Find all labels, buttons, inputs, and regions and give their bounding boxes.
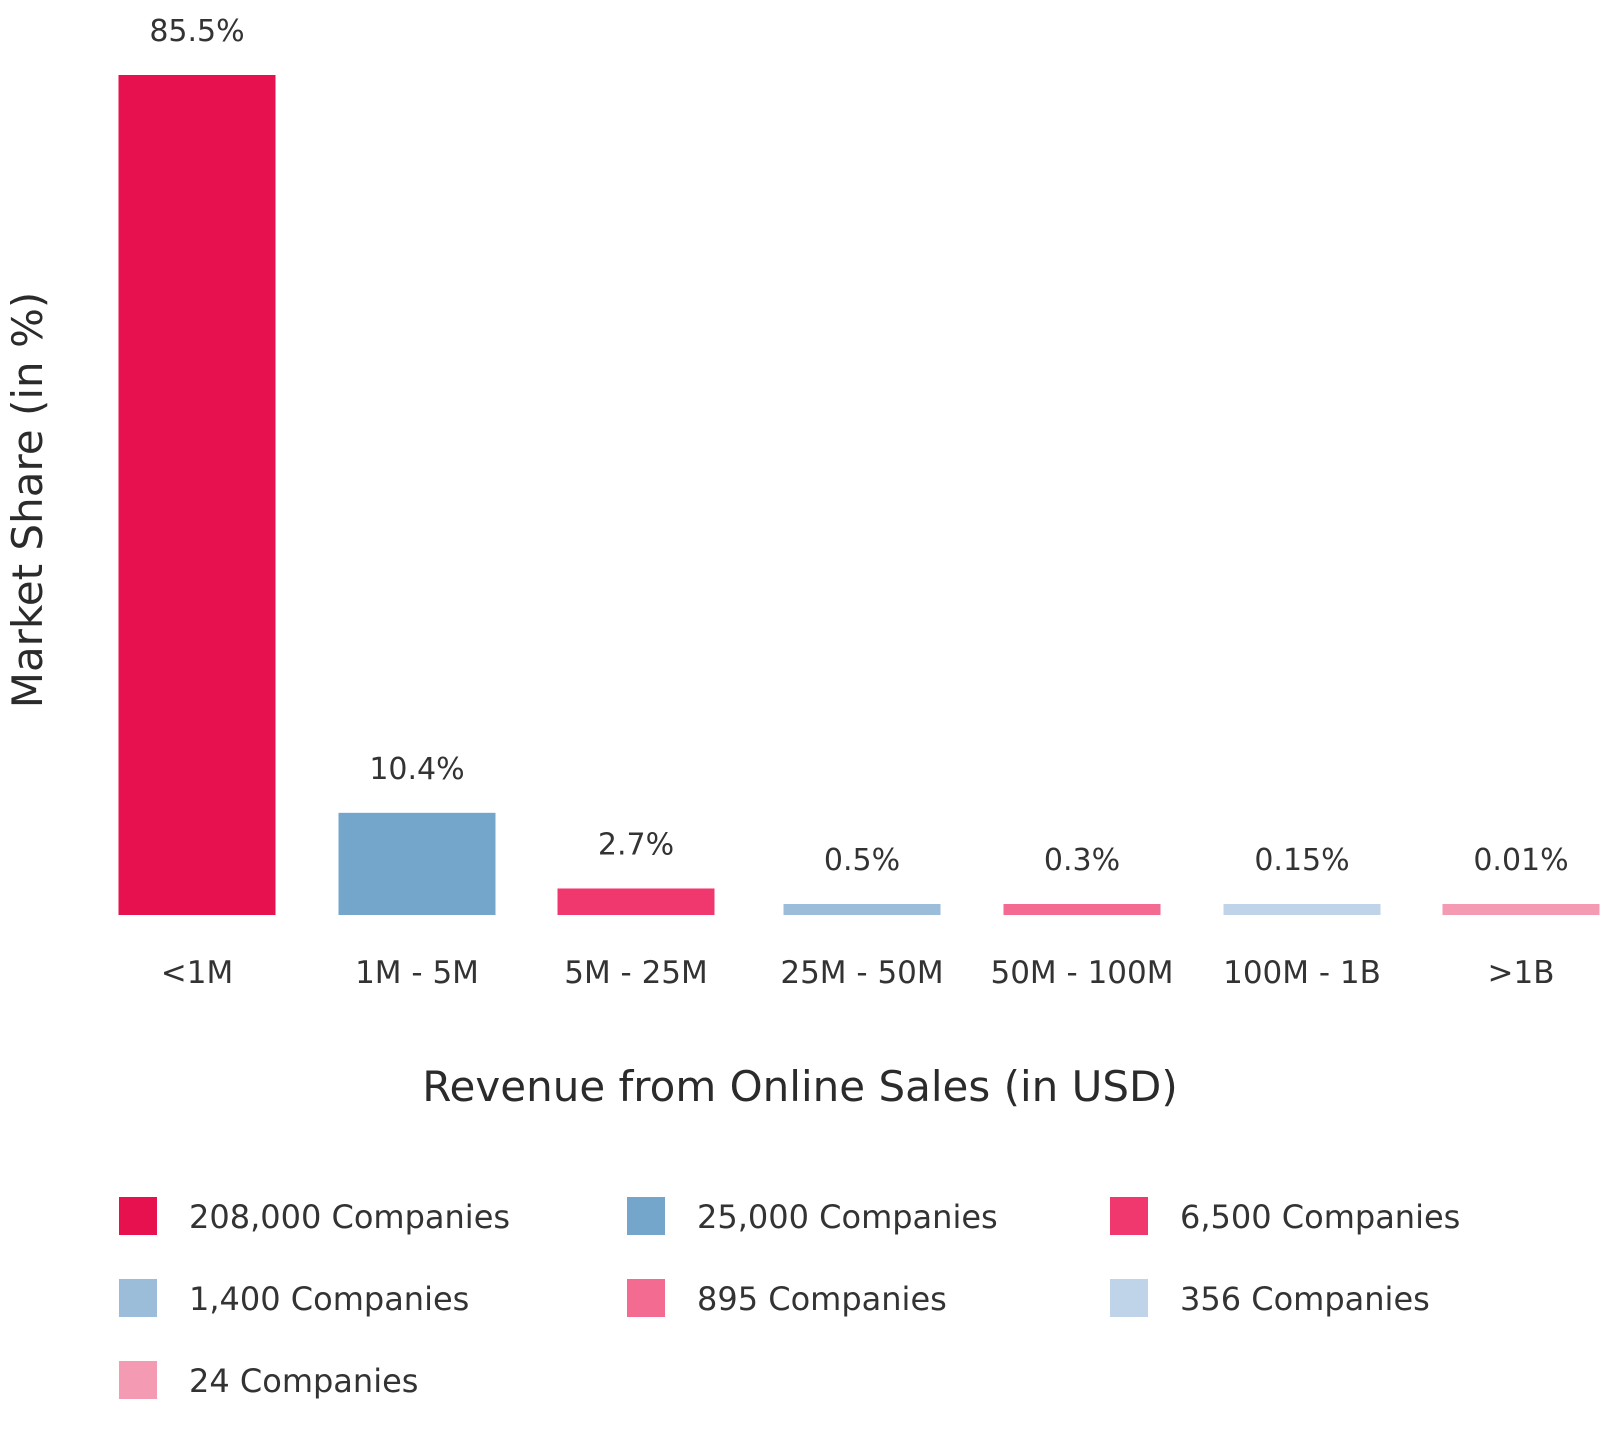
legend-label-1: 208,000 Companies (189, 1198, 510, 1236)
bar-7 (1442, 904, 1600, 915)
legend-item-4: 1,400 Companies (119, 1279, 469, 1318)
legend-swatch-2 (627, 1197, 665, 1235)
bar-5 (1003, 904, 1161, 915)
x-tick-label-4: 25M - 50M (780, 955, 943, 991)
legend-label-4: 1,400 Companies (189, 1280, 469, 1318)
legend-swatch-3 (1110, 1197, 1148, 1235)
value-label-4: 0.5% (824, 843, 900, 878)
bar-3 (557, 888, 715, 915)
bar-4 (783, 904, 941, 915)
legend-item-1: 208,000 Companies (119, 1197, 510, 1236)
legend: 208,000 Companies 25,000 Companies 6,500 C… (119, 1197, 1460, 1400)
value-label-5: 0.3% (1044, 843, 1120, 878)
legend-item-3: 6,500 Companies (1110, 1197, 1460, 1236)
legend-item-7: 24 Companies (119, 1361, 418, 1400)
x-axis-title: Revenue from Online Sales (in USD) (422, 1062, 1177, 1111)
value-label-6: 0.15% (1254, 843, 1349, 878)
legend-label-6: 356 Companies (1180, 1280, 1430, 1318)
bar-6 (1223, 904, 1381, 915)
legend-item-2: 25,000 Companies (627, 1197, 998, 1236)
legend-swatch-7 (119, 1361, 157, 1399)
value-labels-group: 85.5% 10.4% 2.7% 0.5% 0.3% 0.15% 0.01% (149, 14, 1568, 878)
legend-label-7: 24 Companies (189, 1362, 418, 1400)
bar-2 (338, 812, 496, 915)
legend-item-6: 356 Companies (1110, 1279, 1430, 1318)
x-tick-label-3: 5M - 25M (564, 955, 708, 991)
bars-group (118, 75, 1600, 915)
legend-label-3: 6,500 Companies (1180, 1198, 1460, 1236)
legend-swatch-5 (627, 1279, 665, 1317)
legend-label-2: 25,000 Companies (697, 1198, 998, 1236)
x-tick-label-5: 50M - 100M (990, 955, 1173, 991)
x-tick-labels: <1M 1M - 5M 5M - 25M 25M - 50M 50M - 100M 100… (161, 955, 1555, 991)
value-label-3: 2.7% (598, 827, 674, 862)
legend-swatch-6 (1110, 1279, 1148, 1317)
legend-item-5: 895 Companies (627, 1279, 947, 1318)
legend-label-5: 895 Companies (697, 1280, 947, 1318)
x-tick-label-2: 1M - 5M (355, 955, 479, 991)
x-tick-label-6: 100M - 1B (1223, 955, 1381, 991)
value-label-1: 85.5% (149, 14, 244, 49)
value-label-2: 10.4% (369, 752, 464, 787)
x-tick-label-1: <1M (161, 955, 233, 991)
legend-swatch-1 (119, 1197, 157, 1235)
value-label-7: 0.01% (1473, 843, 1568, 878)
bar-1 (118, 75, 276, 915)
x-tick-label-7: >1B (1488, 955, 1555, 991)
y-axis-title: Market Share (in %) (3, 292, 52, 709)
legend-swatch-4 (119, 1279, 157, 1317)
